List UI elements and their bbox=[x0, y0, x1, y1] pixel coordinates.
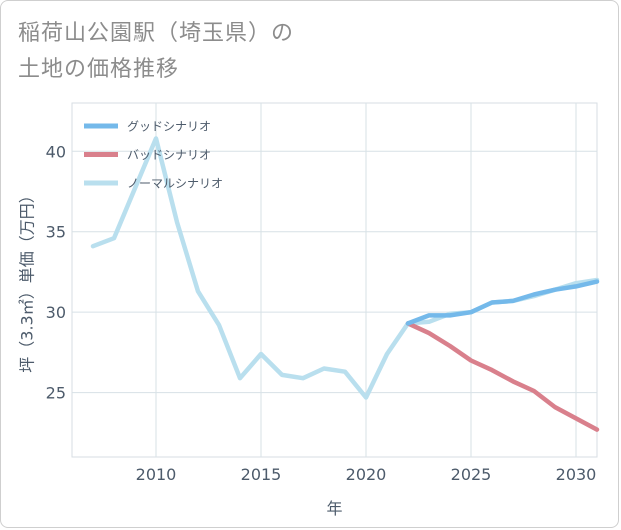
series-line-1 bbox=[405, 321, 600, 432]
tick-labels: 2010 2015 2020 2025 2030 25 30 35 40 bbox=[46, 142, 597, 484]
grid-lines bbox=[71, 102, 598, 458]
y-tick-label: 30 bbox=[46, 303, 66, 322]
legend-label: グッドシナリオ bbox=[127, 120, 211, 134]
x-tick-label: 2020 bbox=[346, 465, 387, 484]
x-tick-label: 2010 bbox=[136, 465, 177, 484]
x-tick-label: 2030 bbox=[556, 465, 597, 484]
title-line-2: 土地の価格推移 bbox=[18, 57, 180, 82]
y-axis-label: 坪（3.3㎡）単価（万円） bbox=[18, 187, 37, 372]
series-line-0 bbox=[405, 279, 600, 326]
y-tick-label: 35 bbox=[46, 223, 66, 242]
legend-label: バッドシナリオ bbox=[127, 148, 211, 162]
x-tick-label: 2025 bbox=[451, 465, 492, 484]
y-tick-label: 40 bbox=[46, 142, 66, 161]
y-tick-label: 25 bbox=[46, 384, 66, 403]
legend-label: ノーマルシナリオ bbox=[127, 177, 223, 191]
x-axis-label: 年 bbox=[326, 499, 342, 518]
x-tick-label: 2015 bbox=[241, 465, 282, 484]
title-line-1: 稲荷山公園駅（埼玉県）の bbox=[18, 21, 295, 46]
chart-title: 稲荷山公園駅（埼玉県）の 土地の価格推移 bbox=[18, 16, 294, 88]
series-layer bbox=[90, 136, 600, 432]
